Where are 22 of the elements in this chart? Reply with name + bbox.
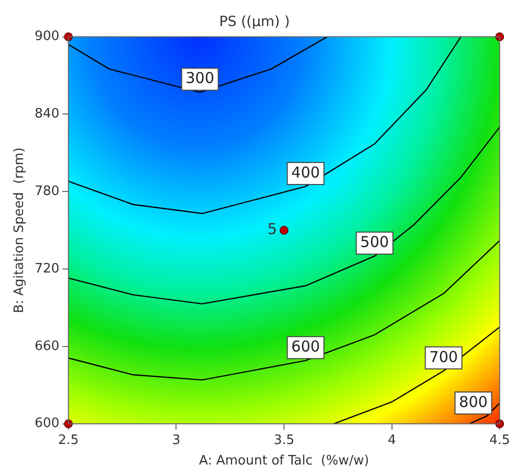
x-tick-label: 4.5 bbox=[489, 432, 510, 448]
x-tick-label: 2.5 bbox=[58, 432, 79, 448]
y-tick-label: 660 bbox=[34, 338, 60, 354]
x-tick-label: 3 bbox=[172, 432, 180, 448]
series-label: 500 bbox=[360, 232, 389, 251]
x-tick-label: 4 bbox=[388, 432, 396, 448]
y-axis-title: B: Agitation Speed (rpm) bbox=[12, 147, 28, 314]
point bbox=[280, 226, 288, 235]
chart-title: PS ((µm) ) bbox=[219, 14, 290, 30]
series-label: 600 bbox=[291, 337, 320, 356]
y-tick-label: 600 bbox=[34, 416, 60, 432]
y-tick-label: 780 bbox=[34, 184, 60, 199]
series-label: 800 bbox=[459, 392, 488, 411]
series-label: 700 bbox=[429, 348, 458, 366]
y-tick-label: 840 bbox=[34, 106, 60, 122]
y-tick-label: 900 bbox=[34, 29, 60, 44]
y-tick-label: 720 bbox=[34, 261, 60, 276]
annotation: 5 bbox=[267, 220, 278, 238]
x-tick-label: 3.5 bbox=[274, 432, 294, 448]
x-axis-title: A: Amount of Talc (%w/w) bbox=[199, 454, 370, 469]
series-label: 400 bbox=[291, 163, 320, 182]
series-label: 300 bbox=[186, 69, 214, 88]
